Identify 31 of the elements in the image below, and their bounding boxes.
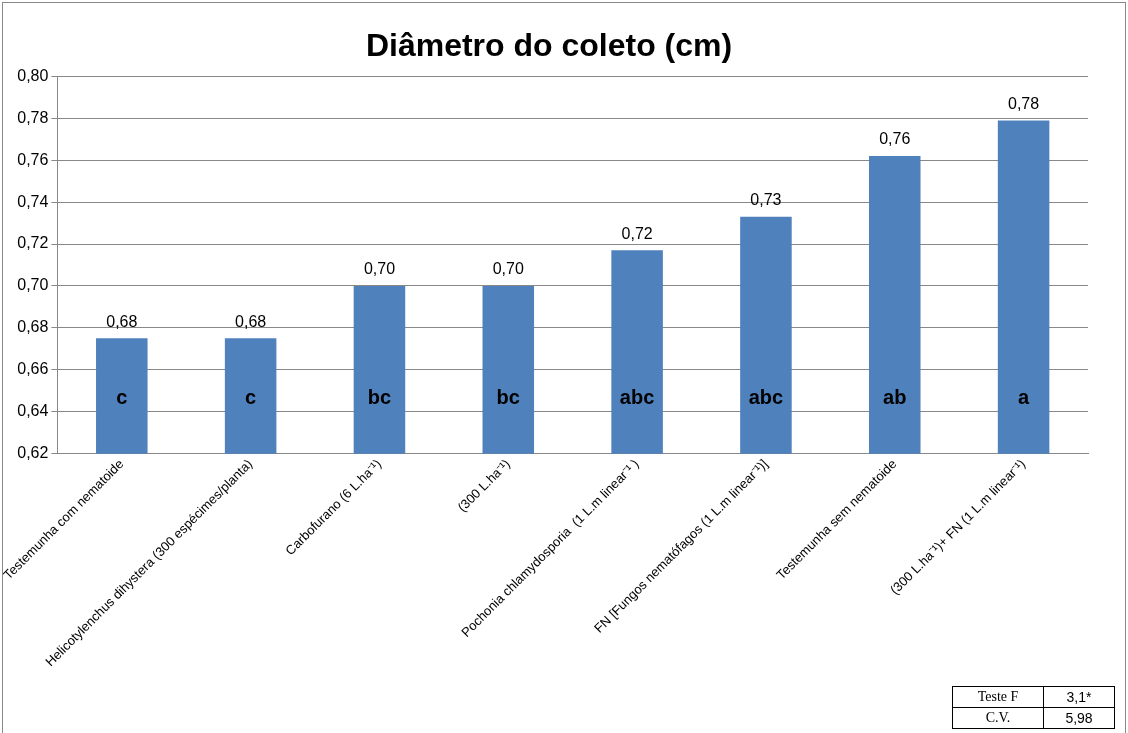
text: C.V. [952,707,1044,729]
y-tick-label: 0,62 [17,444,49,462]
data-label: 0,68 [106,312,138,330]
annotation: bc [367,386,392,409]
text: 5,98 [1043,707,1115,729]
y-tick-label: 0,72 [17,234,49,252]
y-tick-label: 0,76 [17,150,49,168]
y-tick-label: 0,70 [17,276,49,294]
annotation: c [116,386,128,409]
data-label: 0,68 [235,312,267,330]
text: 3,1* [1043,686,1115,708]
y-tick-label: 0,74 [17,192,49,210]
data-label: 0,72 [621,224,653,242]
y-tick-label: 0,66 [17,360,49,378]
y-tick-label: 0,78 [17,108,49,126]
data-label: 0,76 [879,130,911,148]
y-tick-label: 0,68 [17,318,49,336]
annotation: bc [496,386,520,409]
chart-title: Diâmetro do coleto (cm) [365,27,733,64]
annotation: abc [619,386,655,409]
y-tick-label: 0,64 [17,402,49,420]
data-label: 0,70 [363,260,396,278]
annotation: abc [748,386,784,409]
data-label: 0,73 [750,191,782,209]
data-label: 0,70 [492,260,524,278]
annotation: c [245,386,257,409]
annotation: a [1018,386,1031,409]
data-label: 0,78 [1008,94,1040,112]
text: Teste F [952,686,1044,708]
annotation: ab [883,386,907,409]
y-tick-label: 0,80 [17,66,49,84]
